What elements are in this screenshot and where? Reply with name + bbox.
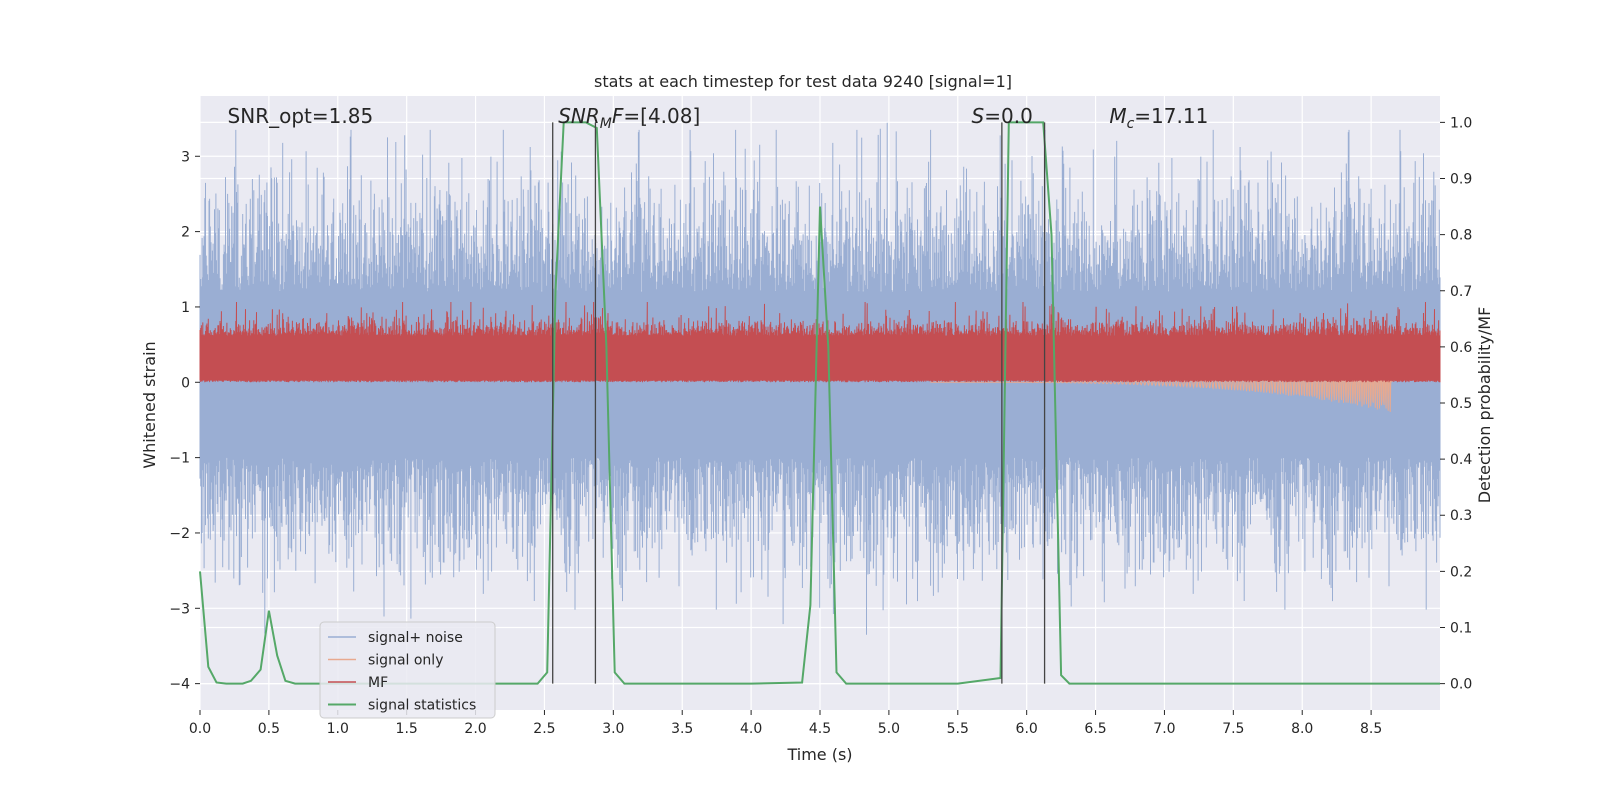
annotation-chirp-mass: Mc=17.11 [1109,104,1208,132]
legend-label-signal-only: signal only [368,653,443,669]
x-tick-label: 0.0 [189,721,211,737]
x-tick-label: 7.0 [1153,721,1175,737]
annotation-s-stat: S=0.0 [972,104,1033,128]
x-tick-label: 3.0 [602,721,624,737]
x-tick-label: 7.5 [1222,721,1244,737]
x-tick-label: 8.0 [1291,721,1313,737]
x-tick-label: 8.5 [1360,721,1382,737]
y2-tick-label: 0.8 [1450,228,1472,244]
legend: signal+ noise signal only MF signal statist… [319,621,496,719]
x-tick-label: 5.5 [947,721,969,737]
left-y-axis: −4 −3 −2 −1 0 1 2 3 [169,149,200,693]
right-y-axis: 0.0 0.1 0.2 0.3 0.4 0.5 0.6 0.7 0.8 0.9 1.0 [1440,115,1472,693]
x-tick-label: 1.5 [396,721,418,737]
y2-tick-label: 1.0 [1450,115,1472,131]
x-tick-label: 3.5 [671,721,693,737]
y-tick-label: −1 [169,451,190,467]
x-axis: 0.0 0.5 1.0 1.5 2.0 2.5 3.0 3.5 4.0 4.5 5.0 5.5 6.0 6… [189,710,1382,737]
x-axis-label: Time (s) [786,745,852,764]
y2-tick-label: 0.4 [1450,452,1472,468]
x-tick-label: 6.5 [1084,721,1106,737]
mf-line [199,301,1441,383]
y2-tick-label: 0.0 [1450,677,1472,693]
y-tick-label: 0 [181,375,190,391]
x-tick-label: 6.0 [1016,721,1038,737]
y2-tick-label: 0.3 [1450,508,1472,524]
y2-tick-label: 0.1 [1450,620,1472,636]
legend-label-signal-statistics: signal statistics [368,698,476,714]
annotation-snr-mf: SNRMF=[4.08] [558,104,700,132]
y-tick-label: −4 [169,677,190,693]
chart-title: stats at each timestep for test data 924… [594,72,1012,91]
x-tick-label: 0.5 [258,721,280,737]
x-tick-label: 4.0 [740,721,762,737]
y-tick-label: −2 [169,526,190,542]
annotations: SNR_opt=1.85 SNRMF=[4.08] S=0.0 Mc=17.11 [228,104,1209,132]
y-axis-label: Whitened strain [140,341,159,468]
signal-statistics-series [199,121,1440,685]
y-tick-label: −3 [169,601,190,617]
x-tick-label: 5.0 [878,721,900,737]
legend-label-mf: MF [368,675,388,691]
window-markers [552,122,1046,684]
y-tick-label: 2 [181,225,190,241]
x-tick-label: 2.0 [464,721,486,737]
y2-tick-label: 0.2 [1450,564,1472,580]
y2-tick-label: 0.7 [1450,284,1472,300]
x-tick-label: 2.5 [533,721,555,737]
legend-label-signal-noise: signal+ noise [368,630,463,646]
y2-tick-label: 0.5 [1450,396,1472,412]
y2-tick-label: 0.6 [1450,340,1472,356]
legend-box [319,621,496,719]
annotation-snr-opt: SNR_opt=1.85 [228,104,374,128]
y2-tick-label: 0.9 [1450,172,1472,188]
x-tick-label: 1.0 [327,721,349,737]
y-tick-label: 3 [181,149,190,165]
x-tick-label: 4.5 [809,721,831,737]
y-tick-label: 1 [181,300,190,316]
signal-statistics-line [199,121,1440,685]
mf-series [199,301,1441,383]
y2-axis-label: Detection probability/MF [1475,307,1494,504]
